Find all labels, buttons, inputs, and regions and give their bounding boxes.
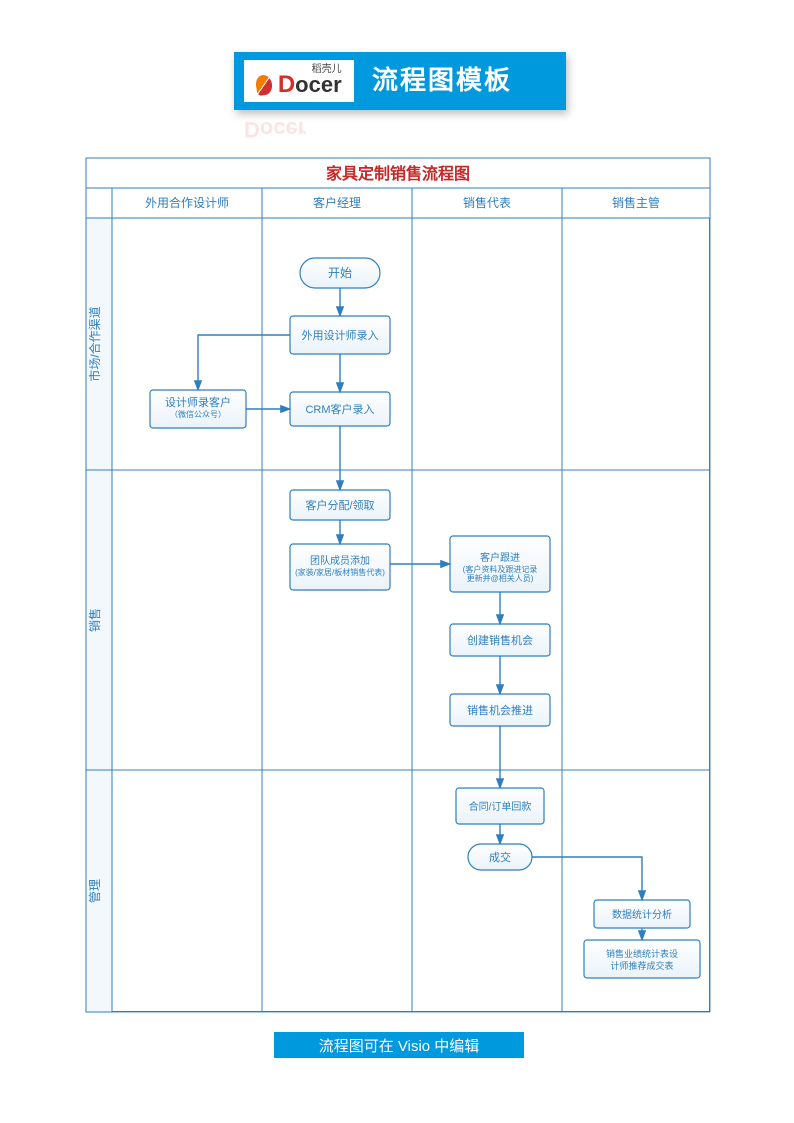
header-reflection: Docer <box>244 112 354 142</box>
header-title: 流程图模板 <box>372 60 512 97</box>
diagram-frame <box>86 158 710 1012</box>
footer-banner: 流程图可在 Visio 中编辑 <box>274 1032 524 1058</box>
footer-text: 流程图可在 Visio 中编辑 <box>319 1035 480 1056</box>
leaf-icon <box>255 74 274 96</box>
header-logo-box: 稻壳儿 Docer <box>244 60 354 102</box>
logo-text: Docer <box>256 73 341 97</box>
